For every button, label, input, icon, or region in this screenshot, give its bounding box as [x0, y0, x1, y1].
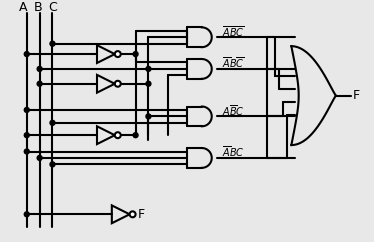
Circle shape	[37, 155, 42, 160]
Circle shape	[146, 114, 151, 119]
Circle shape	[37, 67, 42, 71]
Circle shape	[115, 81, 121, 87]
Text: A: A	[19, 1, 27, 14]
Circle shape	[37, 81, 42, 86]
Circle shape	[24, 212, 29, 217]
Circle shape	[146, 81, 151, 86]
Text: $A\overline{B}C$: $A\overline{B}C$	[222, 103, 244, 118]
Text: F: F	[353, 89, 360, 102]
Circle shape	[133, 52, 138, 57]
Circle shape	[133, 133, 138, 138]
Circle shape	[146, 67, 151, 71]
Circle shape	[50, 162, 55, 167]
Circle shape	[24, 52, 29, 57]
Text: F: F	[138, 208, 145, 221]
Circle shape	[24, 133, 29, 138]
Circle shape	[50, 41, 55, 46]
Text: $\overline{A}BC$: $\overline{A}BC$	[222, 144, 244, 159]
Circle shape	[24, 149, 29, 154]
Text: $\overline{A}B\overline{C}$: $\overline{A}B\overline{C}$	[222, 56, 244, 70]
Text: C: C	[48, 1, 57, 14]
Circle shape	[115, 51, 121, 57]
Circle shape	[130, 211, 135, 217]
Text: B: B	[33, 1, 42, 14]
Circle shape	[50, 120, 55, 125]
Text: $\overline{A}\overline{B}\overline{C}$: $\overline{A}\overline{B}\overline{C}$	[222, 24, 244, 39]
Circle shape	[24, 107, 29, 113]
Circle shape	[115, 132, 121, 138]
